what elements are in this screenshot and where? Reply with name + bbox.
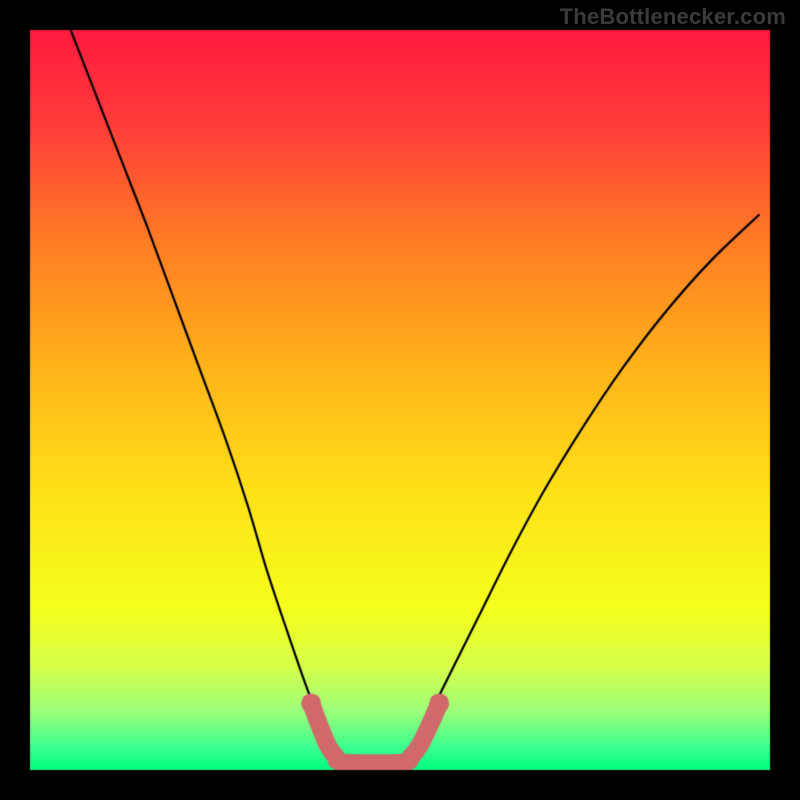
bottleneck-curve-chart — [0, 0, 800, 800]
chart-stage: TheBottlenecker.com — [0, 0, 800, 800]
watermark-text: TheBottlenecker.com — [560, 4, 786, 30]
